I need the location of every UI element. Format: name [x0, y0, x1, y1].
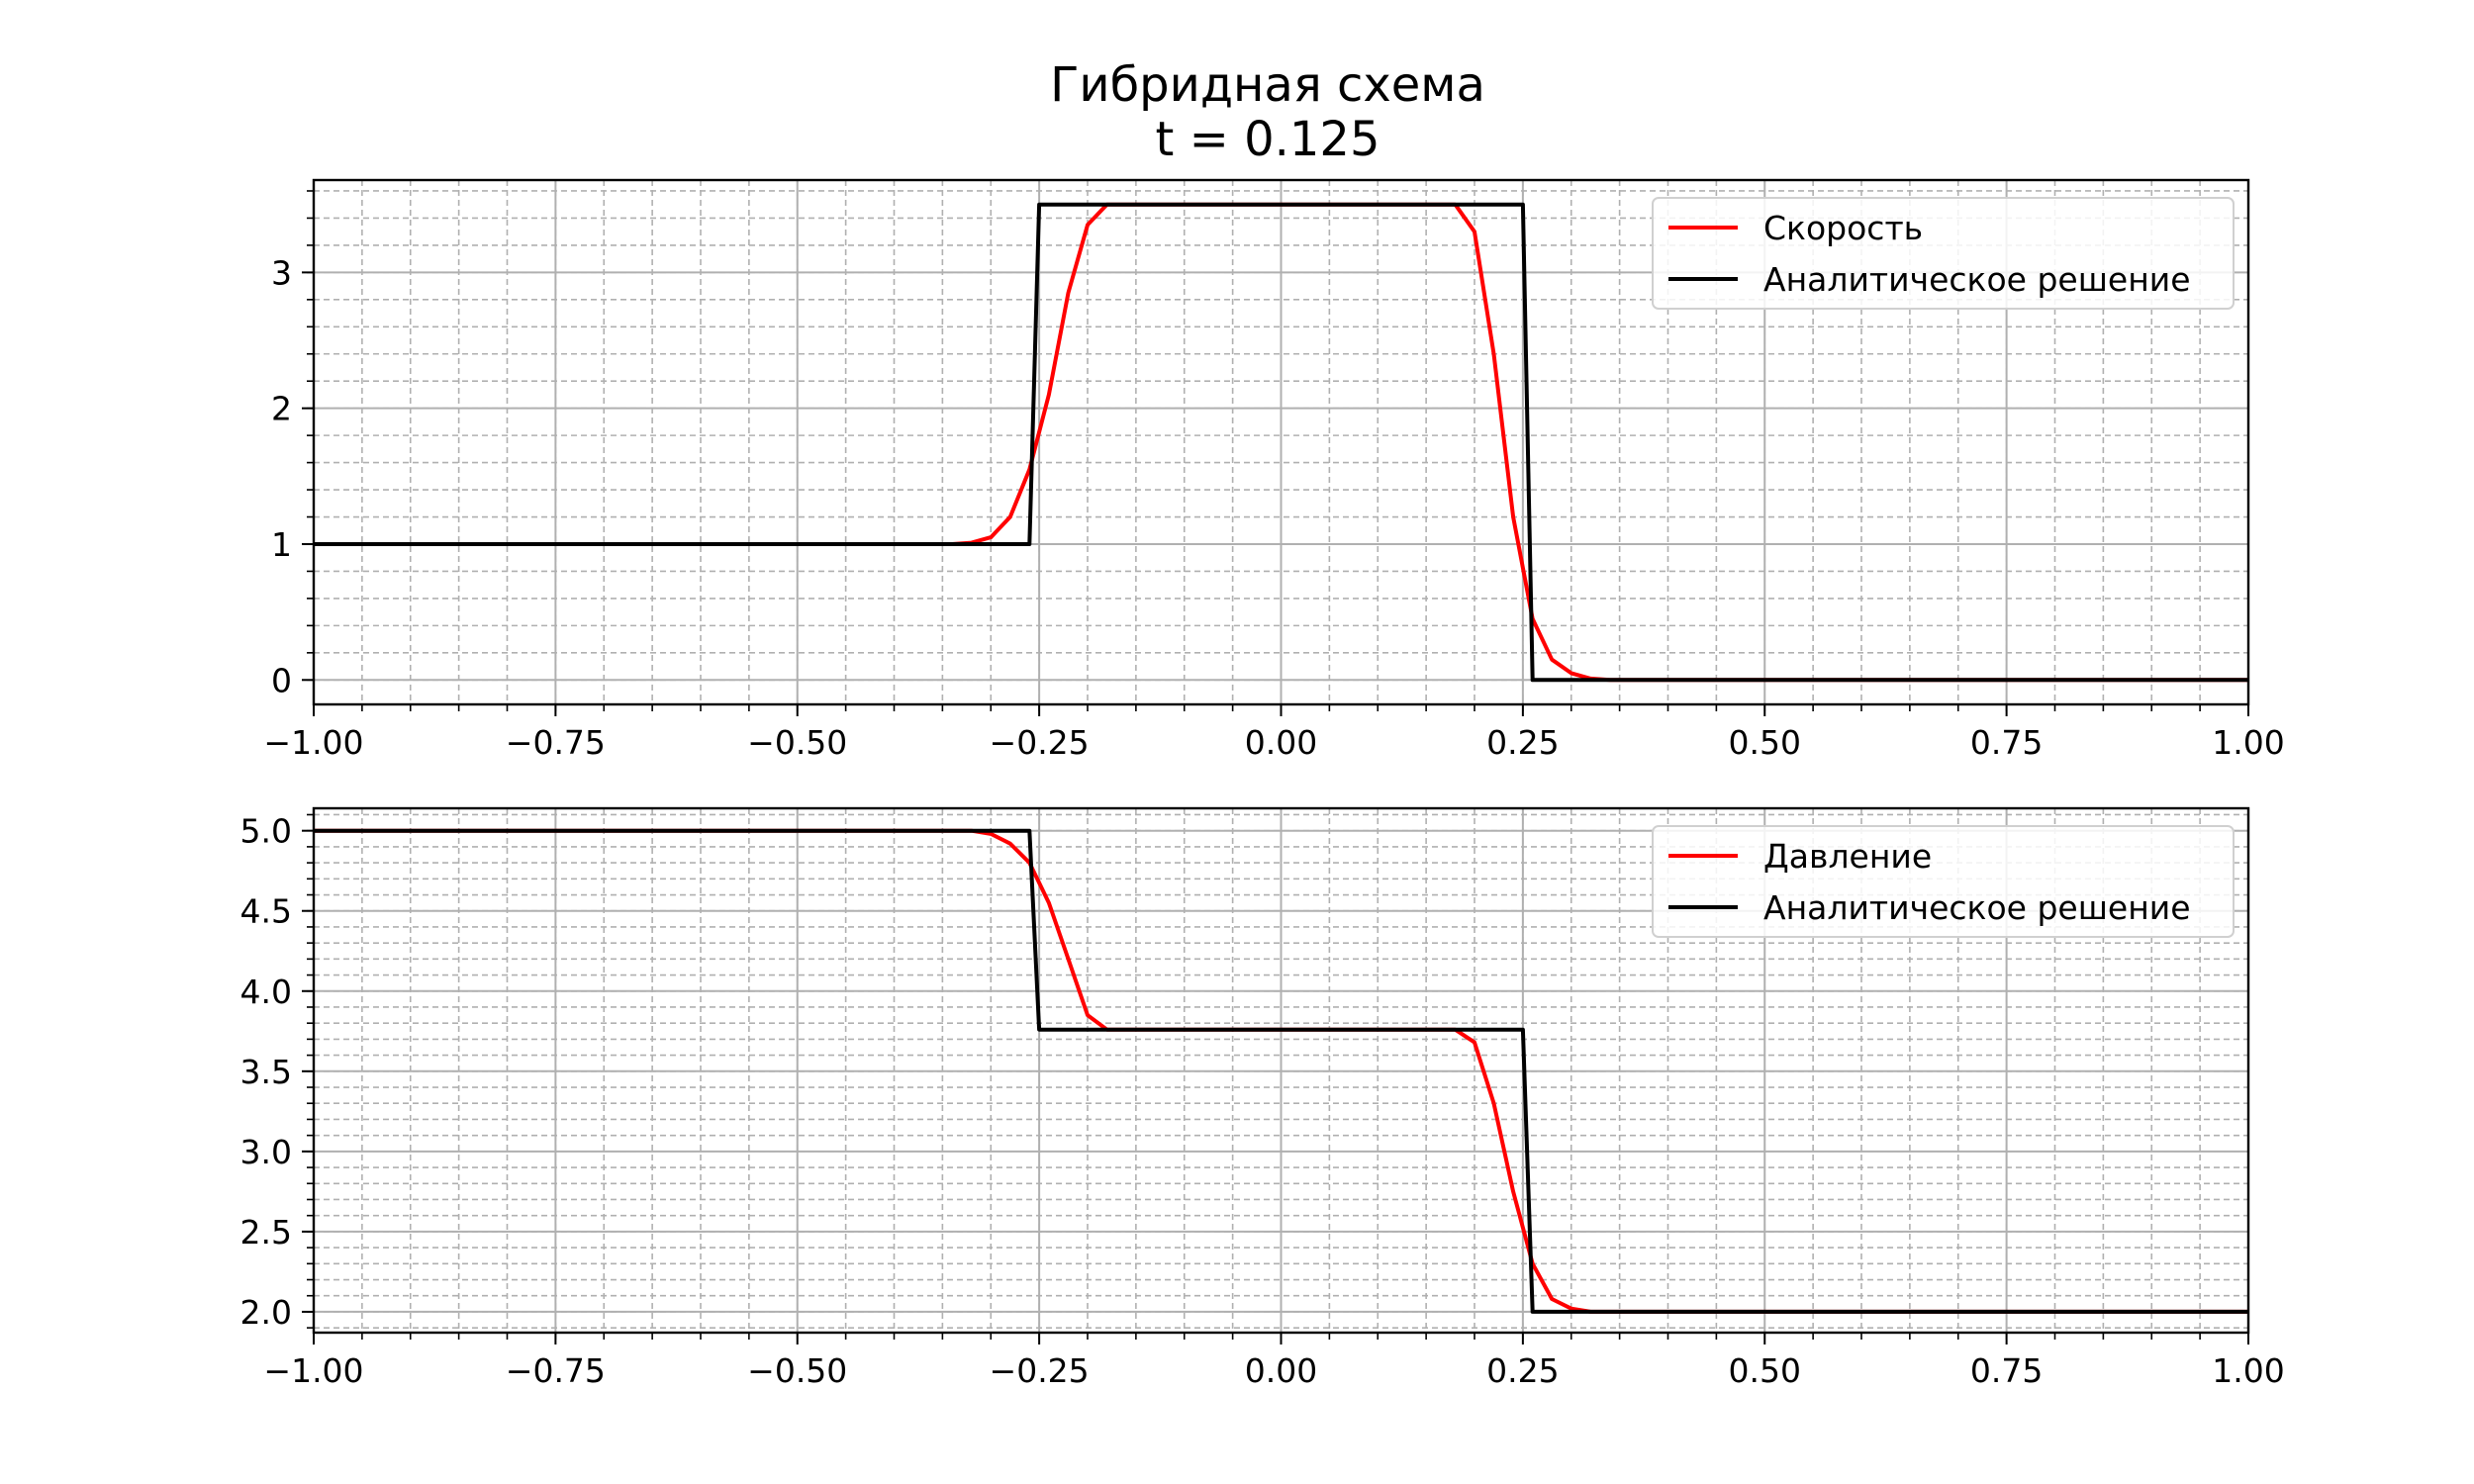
- x-tick-label: 0.50: [1729, 723, 1801, 762]
- figure-title-line2: t = 0.125: [1156, 112, 1380, 167]
- x-tick-label: −0.75: [506, 723, 606, 762]
- x-tick-label: −0.25: [990, 1351, 1090, 1390]
- y-tick-label: 1: [271, 525, 292, 564]
- x-tick-label: −0.75: [506, 1351, 606, 1390]
- analytic-solution-line: [314, 202, 2248, 683]
- y-tick-label: 3.0: [240, 1133, 292, 1171]
- x-tick-label: 1.00: [2212, 723, 2284, 762]
- x-tick-label: 0.25: [1486, 723, 1559, 762]
- y-tick-label: 2.0: [240, 1293, 292, 1332]
- y-tick-label: 4.5: [240, 892, 292, 931]
- legend-label: Давление: [1763, 837, 1932, 876]
- y-tick-label: 5.0: [240, 812, 292, 851]
- x-tick-label: −0.50: [747, 723, 847, 762]
- y-tick-label: 2.5: [240, 1213, 292, 1252]
- analytic-solution-line: [314, 828, 2248, 1314]
- legend-box: [1652, 197, 2235, 310]
- legend: Скорость Аналитическое решение: [1652, 197, 2235, 310]
- x-tick-label: 0.25: [1486, 1351, 1559, 1390]
- x-tick-label: −0.50: [747, 1351, 847, 1390]
- series-lines: [314, 828, 2248, 1314]
- legend: Давление Аналитическое решение: [1652, 825, 2235, 938]
- series-lines: [314, 202, 2248, 683]
- pressure-subplot: −1.00 −0.75 −0.50 −0.25 0.00 0.25 0.50 0.75 1.00…: [240, 806, 2285, 1390]
- y-tick-label: 3: [271, 253, 292, 292]
- axes-frame: [312, 178, 2250, 706]
- legend-box: [1652, 825, 2235, 938]
- legend-label: Скорость: [1763, 209, 1923, 247]
- x-tick-label: 0.75: [1970, 1351, 2043, 1390]
- x-tick-label: 1.00: [2212, 1351, 2284, 1390]
- figure-title-line1: Гибридная схема: [1050, 57, 1485, 113]
- axis-ticks: [302, 190, 2249, 716]
- x-tick-label: 0.00: [1245, 1351, 1317, 1390]
- velocity-subplot: −1.00 −0.75 −0.50 −0.25 0.00 0.25 0.50 0.75 1.00…: [263, 178, 2285, 762]
- x-tick-label: −0.25: [990, 723, 1090, 762]
- legend-label: Аналитическое решение: [1763, 888, 2191, 927]
- y-tick-label: 0: [271, 661, 292, 699]
- y-tick-label: 3.5: [240, 1053, 292, 1091]
- x-tick-label: 0.00: [1245, 723, 1317, 762]
- x-tick-label: −1.00: [263, 723, 363, 762]
- y-tick-label: 2: [271, 390, 292, 428]
- legend-label: Аналитическое решение: [1763, 260, 2191, 299]
- x-tick-label: 0.75: [1970, 723, 2043, 762]
- axes-frame: [312, 806, 2250, 1335]
- x-tick-label: 0.50: [1729, 1351, 1801, 1390]
- y-tick-label: 4.0: [240, 973, 292, 1011]
- x-tick-label: −1.00: [263, 1351, 363, 1390]
